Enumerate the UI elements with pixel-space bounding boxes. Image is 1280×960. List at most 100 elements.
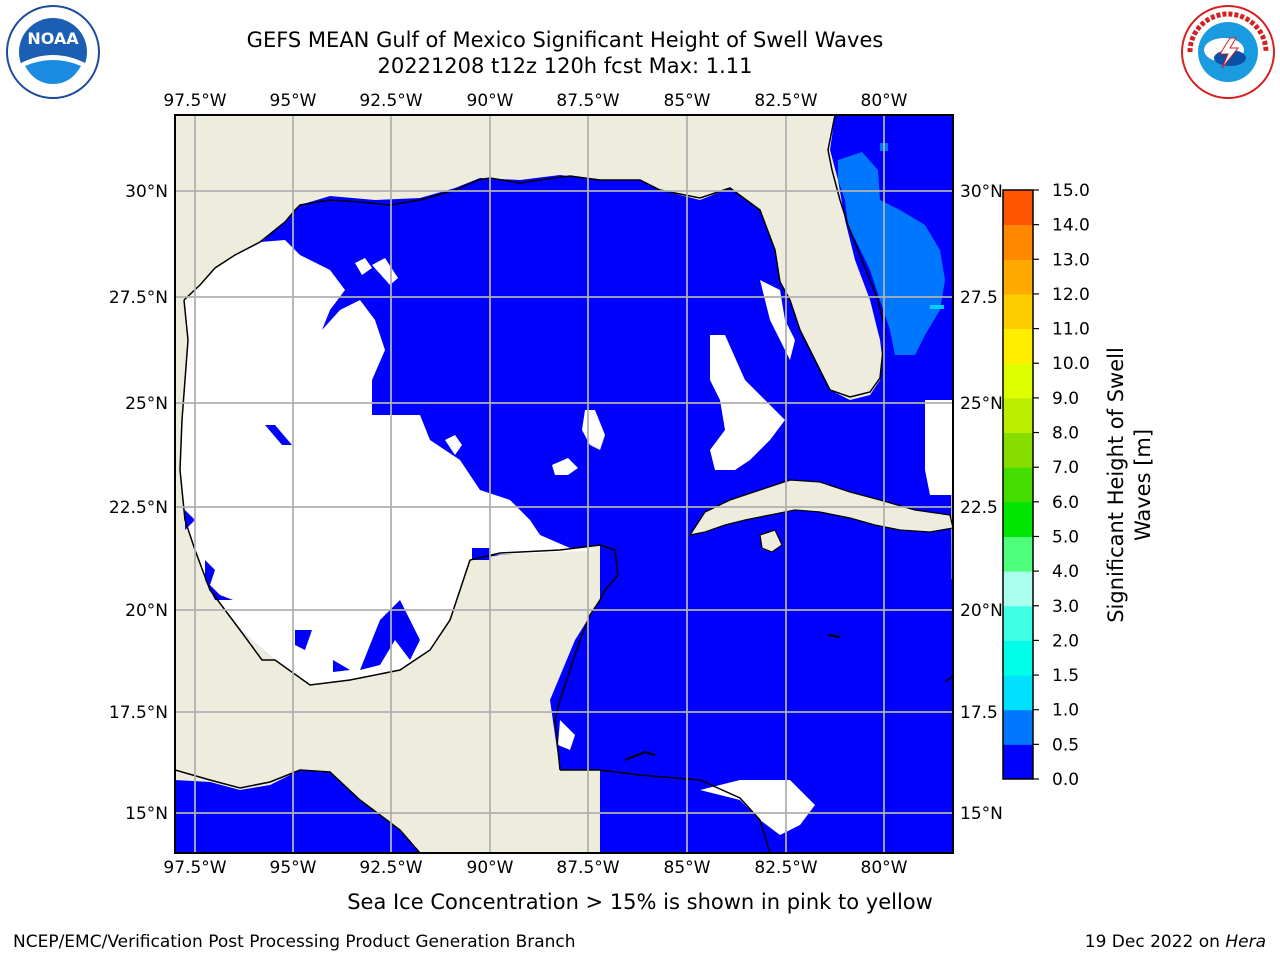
lon-label: 87.5°W	[556, 858, 619, 878]
lat-label: 20°N	[125, 601, 168, 621]
footer-credit: NCEP/EMC/Verification Post Processing Pr…	[13, 932, 576, 952]
coast-jamaica	[944, 675, 953, 683]
colorbar-label-units: Waves [m]	[1131, 429, 1155, 541]
chart-title: GEFS MEAN Gulf of Mexico Significant Hei…	[246, 28, 884, 52]
gridlines	[175, 115, 953, 853]
colorbar-segment	[1003, 605, 1033, 641]
colorbar-tick-label: 0.5	[1052, 735, 1079, 755]
colorbar-tick-label: 0.0	[1052, 770, 1079, 790]
colorbar-tick-label: 8.0	[1052, 424, 1079, 444]
lon-label: 80°W	[861, 858, 908, 878]
lat-label: 25°N	[125, 394, 168, 414]
lon-label: 95°W	[270, 91, 317, 111]
land-cuba-south	[759, 529, 783, 553]
footer-host: Hera	[1225, 932, 1266, 952]
lat-label: 17.5°N	[109, 703, 168, 723]
lon-label: 80°W	[861, 91, 908, 111]
swell-patch-0-5m	[838, 152, 945, 355]
colorbar-tick-label: 15.0	[1052, 181, 1090, 201]
lon-label: 82.5°W	[754, 91, 817, 111]
coast-yucatan	[469, 544, 619, 771]
colorbar-label: Significant Height of Swell	[1104, 347, 1128, 623]
lon-label: 90°W	[467, 858, 514, 878]
colorbar-tick-label: 7.0	[1052, 458, 1079, 478]
colorbar-segment	[1003, 640, 1033, 676]
colorbar: 0.0 0.5 1.0 1.5 2.0 3.0 4.0 5.0 6.0 7.0 8.0 9.0 10.0…	[1002, 181, 1090, 790]
lat-label: 30°N	[125, 182, 168, 202]
lat-label: 27.5	[960, 288, 998, 308]
colorbar-tick-label: 1.0	[1052, 701, 1079, 721]
ocean-fleck	[295, 630, 312, 650]
colorbar-segment	[1003, 501, 1033, 537]
colorbar-segment	[1003, 744, 1033, 780]
coast-cayman	[827, 634, 841, 638]
lat-label: 25°N	[960, 394, 1003, 414]
coast-central-america	[175, 769, 421, 853]
colorbar-segment	[1003, 536, 1033, 572]
lon-labels-top: 97.5°W 95°W 92.5°W 90°W 87.5°W 85°W 82.5…	[163, 91, 907, 111]
ocean-fleck	[205, 560, 233, 600]
lon-label: 92.5°W	[359, 91, 422, 111]
lat-label: 15°N	[960, 804, 1003, 824]
colorbar-segment	[1003, 363, 1033, 399]
ocean-pacific	[175, 770, 420, 853]
ocean-fleck	[265, 425, 292, 445]
colorbar-segment	[1003, 259, 1033, 295]
colorbar-frame	[1002, 189, 1034, 780]
lon-label: 87.5°W	[556, 91, 619, 111]
lat-label: 22.5	[960, 498, 998, 518]
colorbar-tick-label: 1.5	[1052, 666, 1079, 686]
no-data-west-gulf	[180, 240, 600, 685]
lon-label: 85°W	[664, 858, 711, 878]
colorbar-tick-label: 9.0	[1052, 389, 1079, 409]
lat-labels-right: 30°N 27.5 25°N 22.5 20°N 17.5 15°N	[960, 182, 1003, 824]
colorbar-segment	[1003, 224, 1033, 260]
lon-label: 97.5°W	[163, 91, 226, 111]
lat-label: 17.5	[960, 703, 998, 723]
coast-bay-islands	[624, 750, 656, 761]
colorbar-tick-label: 2.0	[1052, 631, 1079, 651]
ocean-caribbean	[600, 520, 953, 853]
coast-gulf	[183, 115, 886, 398]
colorbar-segment	[1003, 328, 1033, 364]
colorbar-segment	[1003, 397, 1033, 434]
swell-speck-high	[930, 305, 944, 309]
map-frame	[174, 114, 954, 854]
lon-label: 82.5°W	[754, 858, 817, 878]
colorbar-tick-label: 10.0	[1052, 354, 1090, 374]
footer-date-text: 19 Dec 2022 on	[1084, 932, 1220, 952]
nws-logo	[1181, 5, 1275, 99]
ocean-fleck	[360, 600, 420, 670]
lat-labels-left: 30°N 27.5°N 25°N 22.5°N 20°N 17.5°N 15°N	[109, 182, 168, 824]
coast-gulf-south	[179, 299, 471, 686]
lon-label: 92.5°W	[359, 858, 422, 878]
colorbar-tick-label: 13.0	[1052, 250, 1090, 270]
colorbar-segment	[1003, 432, 1033, 468]
chart-subtitle: 20221208 t12z 120h fcst Max: 1.11	[377, 54, 753, 78]
lon-labels-bottom: 97.5°W 95°W 92.5°W 90°W 87.5°W 85°W 82.5…	[163, 858, 907, 878]
colorbar-segment	[1003, 709, 1033, 745]
noaa-logo-text: NOAA	[27, 29, 79, 48]
lon-label: 97.5°W	[163, 858, 226, 878]
lat-label: 20°N	[960, 601, 1003, 621]
colorbar-tick-label: 14.0	[1052, 216, 1090, 236]
no-data-patch	[552, 458, 578, 475]
lat-label: 27.5°N	[109, 288, 168, 308]
no-data-patch	[558, 720, 575, 750]
lon-label: 85°W	[664, 91, 711, 111]
lat-label: 22.5°N	[109, 498, 168, 518]
no-data-patch	[925, 400, 953, 495]
colorbar-tick-label: 5.0	[1052, 527, 1079, 547]
ocean-fleck	[333, 660, 350, 672]
no-data-patch	[355, 258, 372, 275]
ocean-fleck	[185, 510, 195, 530]
colorbar-tick-label: 12.0	[1052, 285, 1090, 305]
colorbar-segment	[1003, 467, 1033, 503]
colorbar-tick-label: 4.0	[1052, 562, 1079, 582]
colorbar-segment	[1003, 675, 1033, 711]
sea-ice-note: Sea Ice Concentration > 15% is shown in …	[347, 890, 933, 914]
lat-label: 15°N	[125, 804, 168, 824]
no-data-patch	[445, 435, 462, 455]
coast-honduras	[560, 769, 771, 853]
